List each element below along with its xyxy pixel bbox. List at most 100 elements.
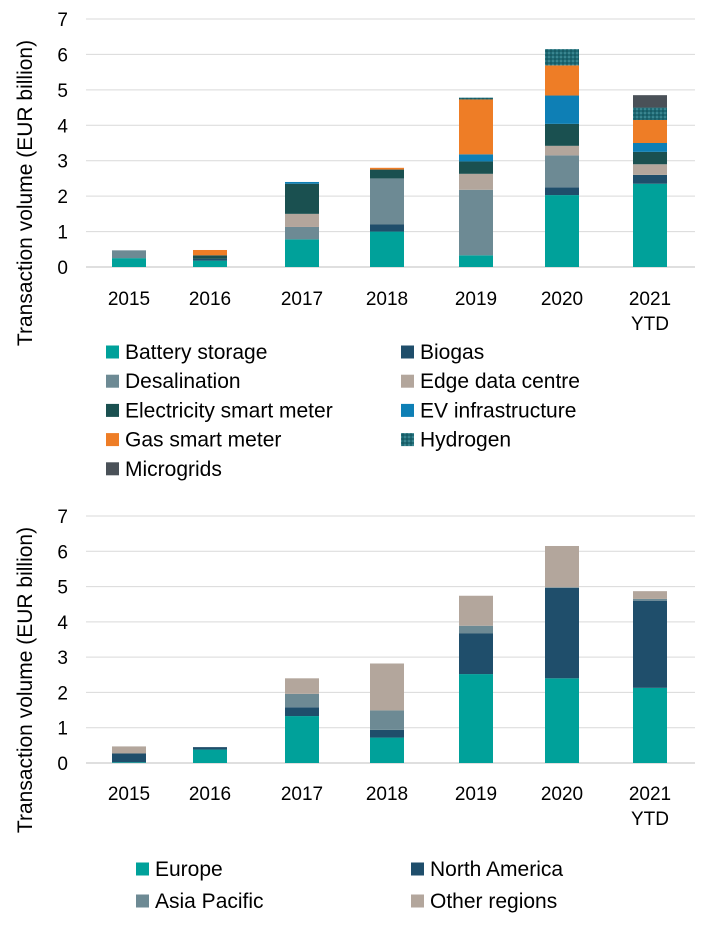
x-tick-label: 2019: [455, 289, 497, 310]
region-chart: 0 1 2 3 4 5 6 7 Transaction volume (EUR billion)…: [14, 507, 695, 913]
bar-segment-edge-data-centre: [545, 145, 579, 156]
x-tick-label: 2021: [629, 784, 671, 805]
bar-segment-other-regions: [285, 678, 319, 694]
bar-segment-north-america: [459, 633, 493, 675]
bar-segment-gas-smart-meter: [459, 99, 493, 155]
legend-label-north-america: North America: [430, 858, 563, 881]
bar-segment-biogas: [545, 187, 579, 196]
bar-segment-europe: [633, 687, 667, 763]
legend-swatch-asia-pacific: [136, 894, 149, 908]
bar-segment-other-regions: [370, 663, 404, 711]
legend-swatch-battery-storage: [106, 345, 119, 359]
bar-segment-north-america: [633, 600, 667, 688]
bar-segment-north-america: [285, 707, 319, 717]
bar-segment-battery-storage: [370, 231, 404, 267]
y-tick-label: 5: [57, 578, 68, 599]
legend-label-edge-data-centre: Edge data centre: [420, 370, 580, 393]
bar-segment-ev-infrastructure: [633, 143, 667, 152]
bar-segment-asia-pacific: [633, 598, 667, 601]
legend-label-microgrids: Microgrids: [125, 458, 222, 481]
y-tick-label: 1: [57, 719, 68, 740]
bar-segment-battery-storage: [545, 195, 579, 267]
legend-label-biogas: Biogas: [420, 341, 484, 364]
bar-segment-north-america: [112, 753, 146, 763]
bar-segment-ev-infrastructure: [459, 154, 493, 162]
legend-swatch-gas-smart-meter: [106, 433, 119, 447]
legend-label-europe: Europe: [155, 858, 223, 881]
bar-segment-asia-pacific: [545, 587, 579, 588]
legend-swatch-microgrids: [106, 462, 119, 476]
bar-segment-microgrids: [633, 95, 667, 108]
y-axis-title: Transaction volume (EUR billion): [14, 40, 37, 346]
y-tick-label: 0: [57, 754, 68, 775]
bar-segment-europe: [285, 716, 319, 763]
bar-segment-ev-infrastructure: [545, 95, 579, 124]
x-tick-label: 2015: [108, 784, 150, 805]
bar-segment-edge-data-centre: [633, 164, 667, 175]
x-tick-label: YTD: [631, 809, 669, 830]
bar-segment-electricity-smart-meter: [545, 123, 579, 146]
bar-segment-hydrogen: [459, 97, 493, 100]
bar-segment-electricity-smart-meter: [459, 161, 493, 174]
legend-label-ev-infrastructure: EV infrastructure: [420, 399, 576, 422]
bar-segment-other-regions: [459, 595, 493, 626]
legend-swatch-edge-data-centre: [401, 374, 414, 388]
legend-label-gas-smart-meter: Gas smart meter: [125, 429, 281, 452]
bar-segment-biogas: [633, 174, 667, 184]
legend-swatch-electricity-smart-meter: [106, 403, 119, 417]
y-tick-label: 2: [57, 683, 68, 704]
y-tick-label: 1: [57, 223, 68, 244]
bar-segment-electricity-smart-meter: [193, 255, 227, 259]
bar-segment-electricity-smart-meter: [370, 169, 404, 179]
legend-swatch-hydrogen: [401, 433, 414, 447]
bar-segment-biogas: [370, 224, 404, 232]
bar-segment-north-america: [193, 747, 227, 750]
bar-segment-other-regions: [545, 545, 579, 588]
legend-swatch-europe: [136, 862, 149, 876]
bar-segment-europe: [370, 737, 404, 763]
bar-segment-desalination: [112, 250, 146, 259]
x-tick-label: 2018: [366, 784, 408, 805]
x-tick-label: 2017: [281, 289, 323, 310]
legend-swatch-biogas: [401, 345, 414, 359]
x-tick-label: 2021: [629, 289, 671, 310]
bar-segment-asia-pacific: [370, 710, 404, 730]
legend-label-desalination: Desalination: [125, 370, 241, 393]
x-tick-label: 2017: [281, 784, 323, 805]
x-tick-label: 2018: [366, 289, 408, 310]
bar-segment-hydrogen: [633, 107, 667, 120]
y-tick-label: 6: [57, 45, 68, 66]
bar-segment-asia-pacific: [285, 693, 319, 708]
bar-segment-gas-smart-meter: [193, 249, 227, 256]
bar-segment-gas-smart-meter: [545, 65, 579, 96]
bar-segment-electricity-smart-meter: [633, 151, 667, 165]
y-tick-label: 2: [57, 187, 68, 208]
bar-segment-europe: [459, 674, 493, 763]
legend-swatch-north-america: [411, 862, 424, 876]
legend-label-electricity-smart-meter: Electricity smart meter: [125, 399, 333, 422]
bar-segment-europe: [545, 678, 579, 763]
x-tick-label: 2020: [541, 784, 583, 805]
bar-segment-other-regions: [112, 746, 146, 754]
bar-segment-hydrogen: [545, 49, 579, 66]
y-tick-label: 0: [57, 258, 68, 279]
y-tick-label: 4: [57, 613, 68, 634]
bar-segment-ev-infrastructure: [285, 181, 319, 184]
bar-segment-edge-data-centre: [459, 173, 493, 190]
x-tick-label: 2019: [455, 784, 497, 805]
y-tick-label: 3: [57, 152, 68, 173]
bar-segment-battery-storage: [459, 255, 493, 267]
bar-segment-desalination: [459, 189, 493, 256]
y-tick-label: 6: [57, 542, 68, 563]
bar-segment-battery-storage: [193, 260, 227, 267]
bar-segment-battery-storage: [285, 239, 319, 267]
bar-segment-asia-pacific: [459, 625, 493, 634]
bar-segment-north-america: [370, 729, 404, 738]
sector-chart: 0 1 2 3 4 5 6 7 Transaction volume (EUR billion)…: [14, 10, 695, 481]
bar-segment-electricity-smart-meter: [285, 183, 319, 214]
bar-segment-battery-storage: [112, 258, 146, 267]
bar-segment-other-regions: [633, 591, 667, 599]
x-tick-label: 2015: [108, 289, 150, 310]
x-tick-label: 2016: [189, 784, 231, 805]
